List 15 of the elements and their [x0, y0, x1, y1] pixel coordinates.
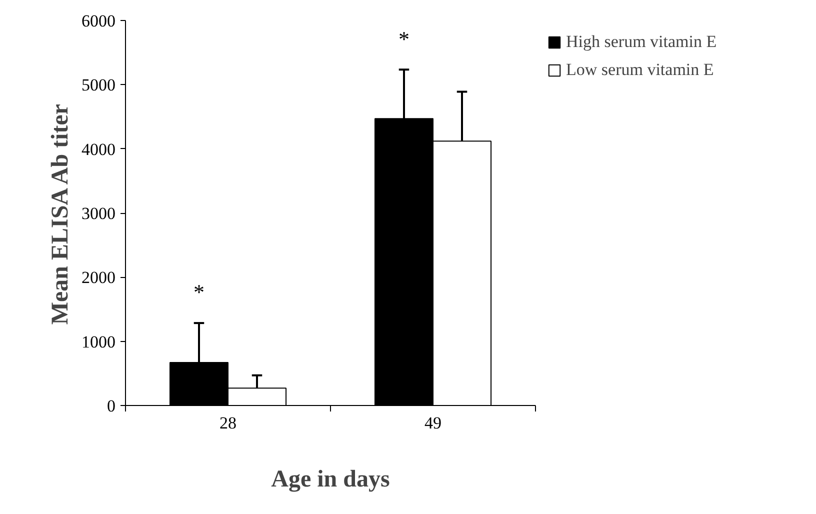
y-tick-label: 1000 — [82, 332, 116, 352]
y-tick-label: 6000 — [82, 12, 116, 30]
legend-label: High serum vitamin E — [566, 32, 717, 52]
x-tick-label: 28 — [220, 414, 236, 432]
y-tick-label: 0 — [107, 396, 116, 416]
y-tick-label: 4000 — [82, 140, 116, 159]
y-tick-label: 3000 — [82, 204, 116, 223]
annotation: * — [193, 280, 204, 305]
x-axis-title: Age in days — [271, 466, 390, 492]
y-axis-title: Mean ELISA Ab titer — [48, 104, 74, 325]
y-tick-label: 5000 — [82, 76, 116, 95]
x-tick-label: 49 — [424, 414, 442, 432]
annotation: * — [398, 26, 410, 52]
legend-label: Low serum vitamin E — [566, 60, 714, 80]
y-tick-label: 2000 — [82, 268, 116, 288]
